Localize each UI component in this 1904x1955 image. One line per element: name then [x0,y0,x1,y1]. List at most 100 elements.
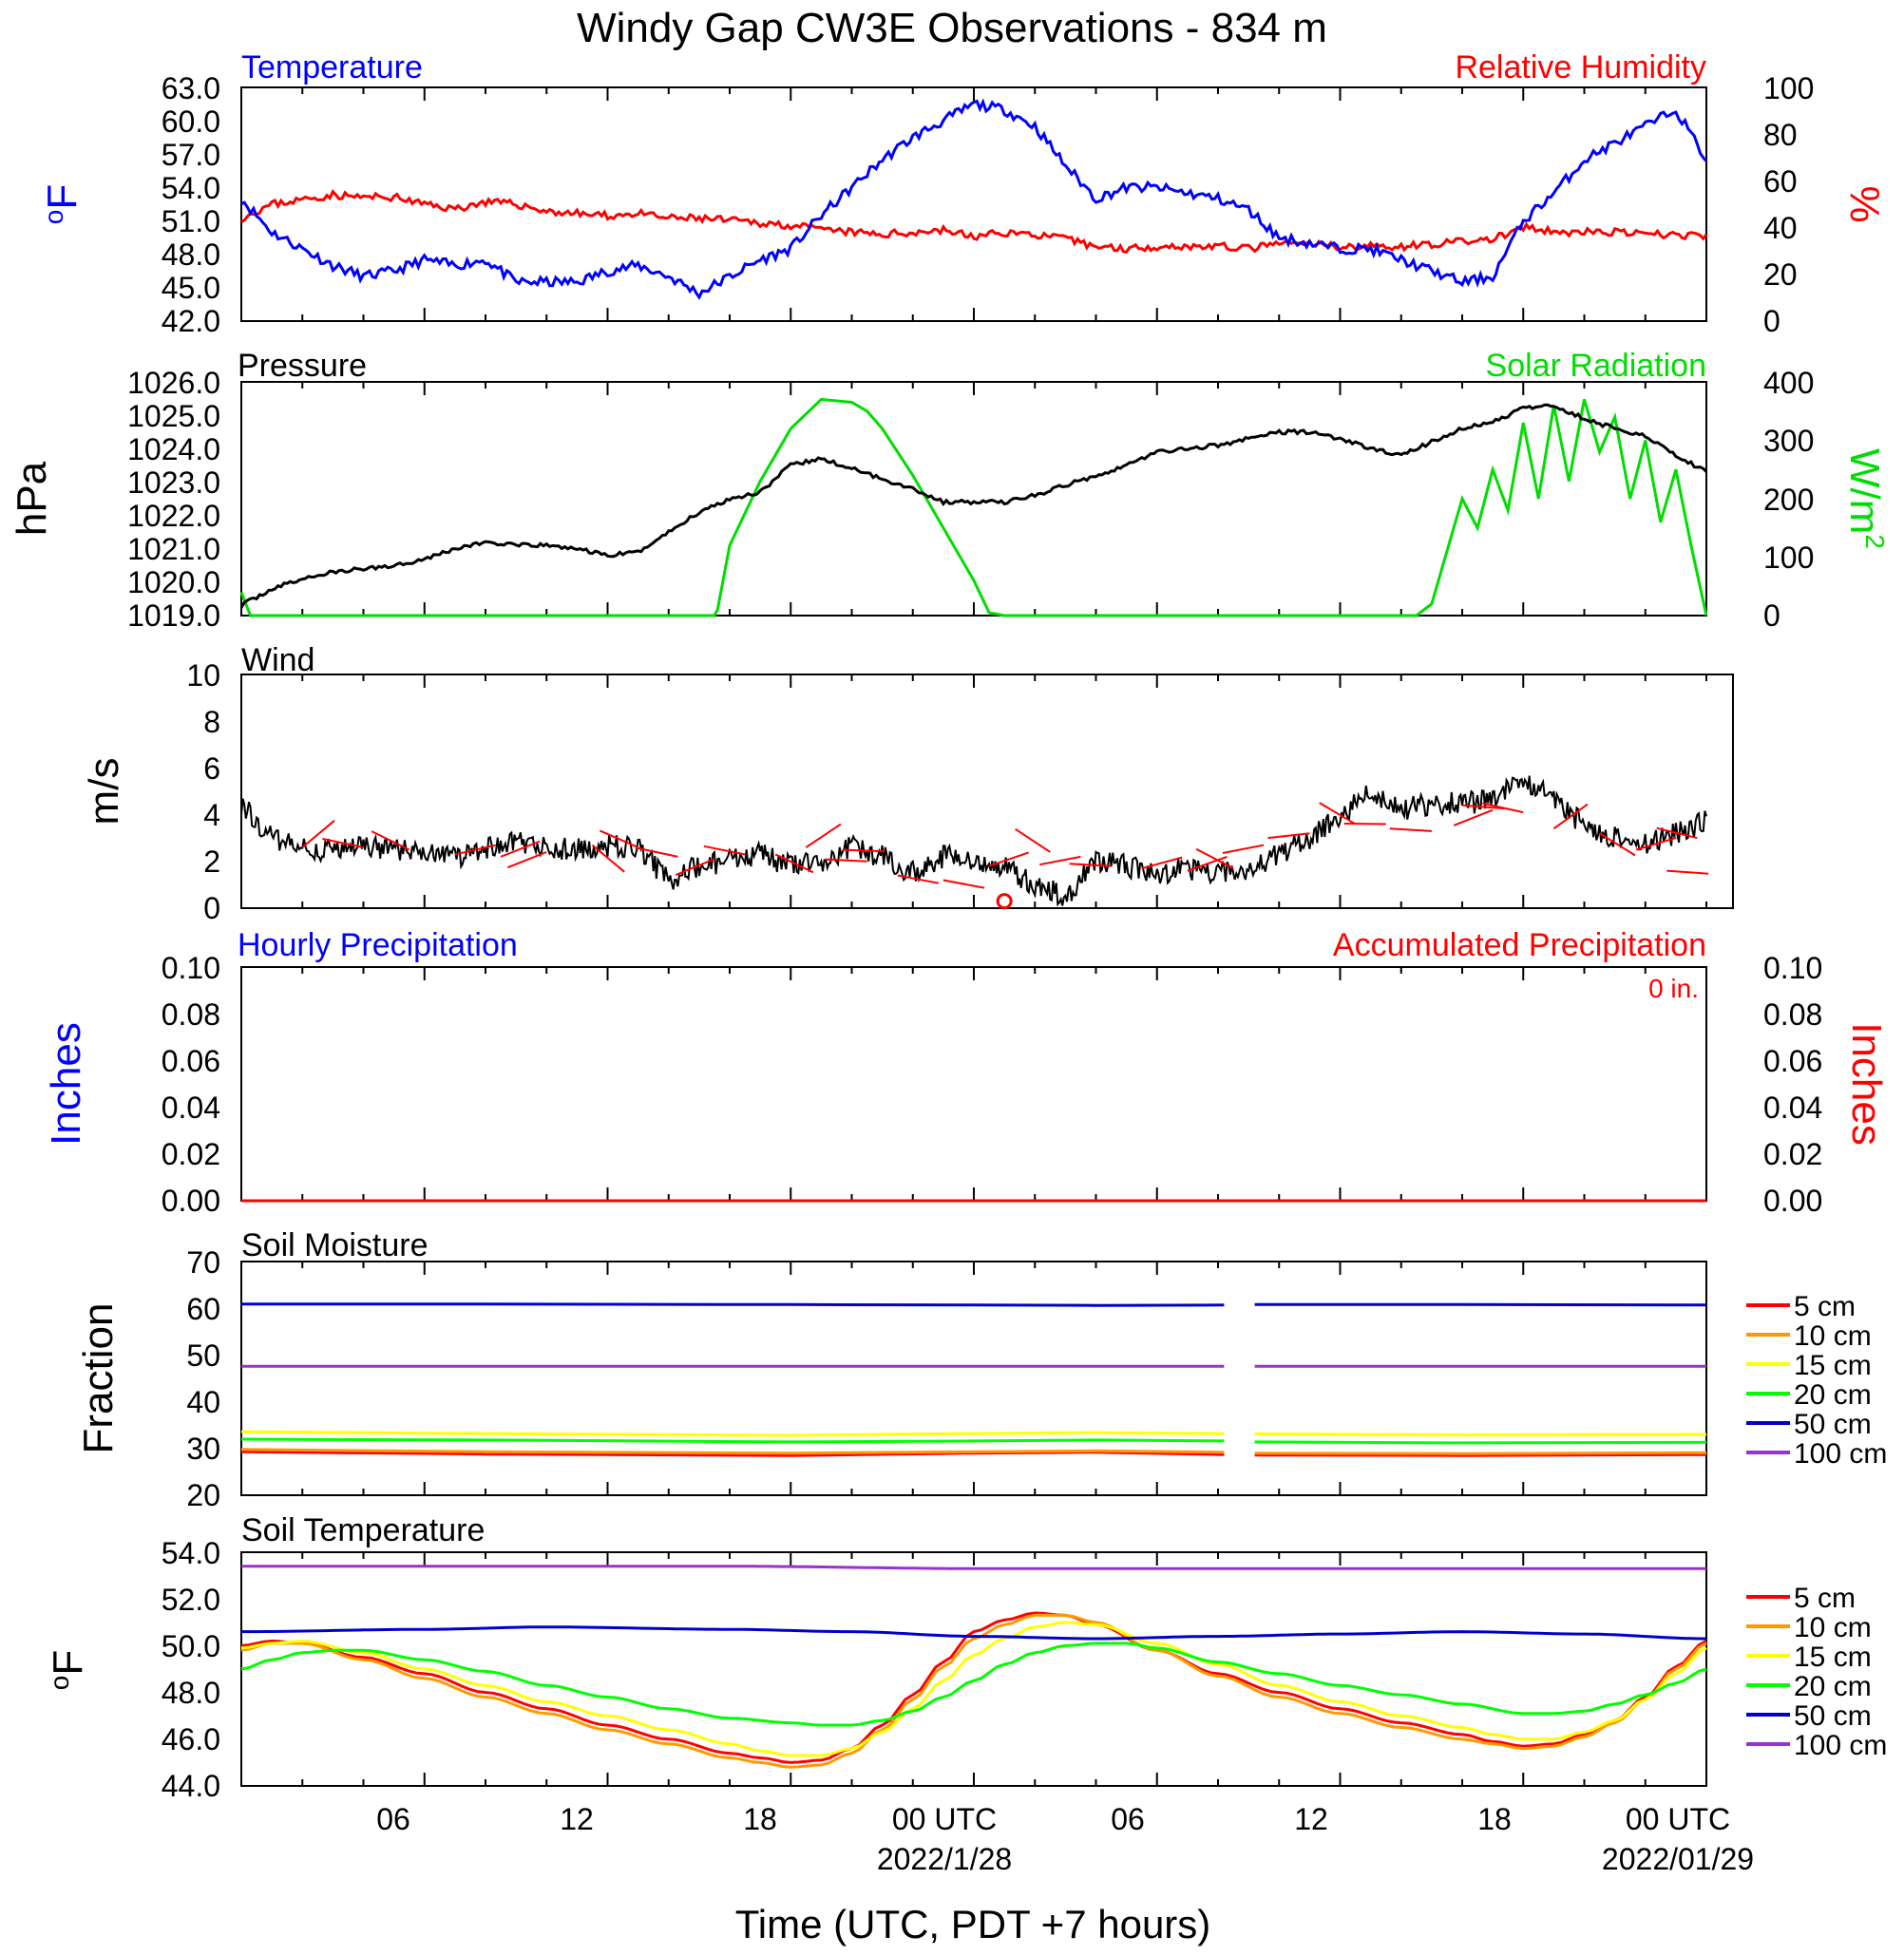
wind-barb [942,879,985,889]
y-tick-label: 50.0 [162,1629,220,1663]
unit-letter: F [45,1650,91,1676]
y-tick-label: 6 [203,751,220,786]
y-tick-label: 70 [186,1245,220,1280]
legend-item: 10 cm [1746,1320,1872,1352]
soil-temperature-title: Soil Temperature [241,1512,485,1548]
soil-temperature-lines [240,1565,1707,1769]
wind-barb [1319,802,1357,826]
temperature-line [240,98,1708,300]
y-tick-label: 0.00 [162,1184,220,1218]
y-tick-label: 300 [1763,424,1814,458]
x-tick-label: 12 [1294,1802,1328,1836]
legend-label: 15 cm [1794,1350,1872,1381]
wind-barb [507,851,547,869]
wind-barb [1195,847,1234,870]
legend-item: 100 cm [1746,1438,1887,1470]
y-tick-label: 4 [203,798,220,832]
precip-ticks [240,967,1707,1201]
soil-moisture-title: Soil Moisture [241,1227,428,1263]
wind-barb [675,858,715,876]
temperature-y-ticks: 63.0 60.0 57.0 54.0 51.0 48.0 45.0 42.0 [162,71,220,338]
soil-series-50cm [1254,1302,1707,1307]
panel-precipitation: Hourly Precipitation Accumulated Precipi… [43,927,1890,1218]
figure-title: Windy Gap CW3E Observations - 834 m [577,5,1327,51]
wind-barb [1635,836,1677,851]
y-tick-label: 60 [1763,164,1798,199]
wind-barb [1187,856,1228,872]
y-tick-label: 0 [203,891,220,925]
soil-temperature-y-label: oF [45,1650,91,1690]
soil-series-5cm [240,1450,1225,1457]
calm-wind-marker [996,893,1013,910]
wind-barb [897,874,940,884]
wind-barb [1453,808,1494,826]
y-tick-label: 57.0 [162,138,220,172]
soil-series-15cm [1254,1433,1707,1437]
y-tick-label: 0.10 [162,951,220,985]
y-tick-label: 0.02 [162,1137,220,1171]
y-tick-label: 63.0 [162,71,220,105]
wind-barb [988,851,1030,867]
y-tick-label: 1025.0 [127,399,220,433]
soil-series-50cm [241,1625,1706,1641]
soil-series-20cm [1254,1440,1707,1445]
soil-series-5cm [1254,1452,1707,1457]
x-tick-label: 18 [1477,1802,1512,1836]
y-tick-label: 0.04 [162,1091,220,1125]
y-tick-label: 1022.0 [127,499,220,533]
wind-plot-frame [240,674,1734,909]
svg-text:oF: oF [39,184,86,224]
wind-ticks [240,674,1707,908]
wind-barb [322,838,364,849]
precip-right-y-ticks: 0.10 0.08 0.06 0.04 0.02 0.00 [1763,951,1822,1218]
legend-item: 5 cm [1746,1583,1856,1614]
legend-label: 50 cm [1794,1700,1872,1732]
legend-item: 5 cm [1746,1291,1856,1322]
temperature-ticks [240,87,1707,321]
accum-precip-title: Accumulated Precipitation [1333,927,1706,963]
y-tick-label: 10 [186,658,220,693]
svg-text:oF: oF [45,1650,91,1690]
precip-left-y-label: Inches [43,1022,89,1146]
y-tick-label: 48.0 [162,237,220,272]
precip-left-y-ticks: 0.10 0.08 0.06 0.04 0.02 0.00 [162,951,220,1218]
wind-barb [1666,869,1709,875]
y-tick-label: 100 [1763,541,1814,575]
soil-temperature-y-ticks: 54.0 52.0 50.0 48.0 46.0 44.0 [162,1536,220,1803]
wind-barb [454,844,497,856]
y-tick-label: 0.10 [1763,951,1822,985]
legend-label: 5 cm [1794,1583,1856,1614]
wind-barb [1015,827,1051,853]
wind-y-ticks: 10 8 6 4 2 0 [186,658,220,925]
soil-series-100cm [241,1565,1706,1570]
y-tick-label: 54.0 [162,1536,220,1570]
panel-soil-moisture: Soil Moisture 70 60 50 40 30 20 Fraction… [75,1227,1887,1512]
degree-symbol: o [39,210,68,225]
soil-series-10cm [240,1613,1707,1769]
soil-moisture-plot-frame [240,1261,1707,1496]
soil-moisture-y-label: Fraction [75,1303,122,1454]
y-tick-label: 1021.0 [127,532,220,566]
y-tick-label: 45.0 [162,271,220,305]
legend-label: 20 cm [1794,1671,1872,1702]
legend-item: 50 cm [1746,1409,1872,1440]
temperature-plot-frame [240,86,1707,322]
y-tick-label: 20 [1763,257,1798,292]
wind-barb [1482,802,1524,814]
wind-barb [703,845,746,856]
x-tick-labels: 06 12 18 00 UTC 2022/1/28 06 12 18 00 UT… [376,1802,1754,1876]
y-tick-label: 40 [186,1385,220,1419]
precip-plot-frame [240,966,1707,1202]
soil-moisture-lines [240,1302,1707,1457]
y-tick-label: 50 [186,1338,220,1373]
x-tick-label: 12 [560,1802,594,1836]
legend-item: 15 cm [1746,1642,1872,1673]
y-tick-label: 1020.0 [127,565,220,599]
soil-series-15cm [240,1430,1225,1437]
y-tick-label: 51.0 [162,204,220,238]
soil-series-50cm [241,1302,1225,1307]
unit-letter: F [39,184,86,210]
